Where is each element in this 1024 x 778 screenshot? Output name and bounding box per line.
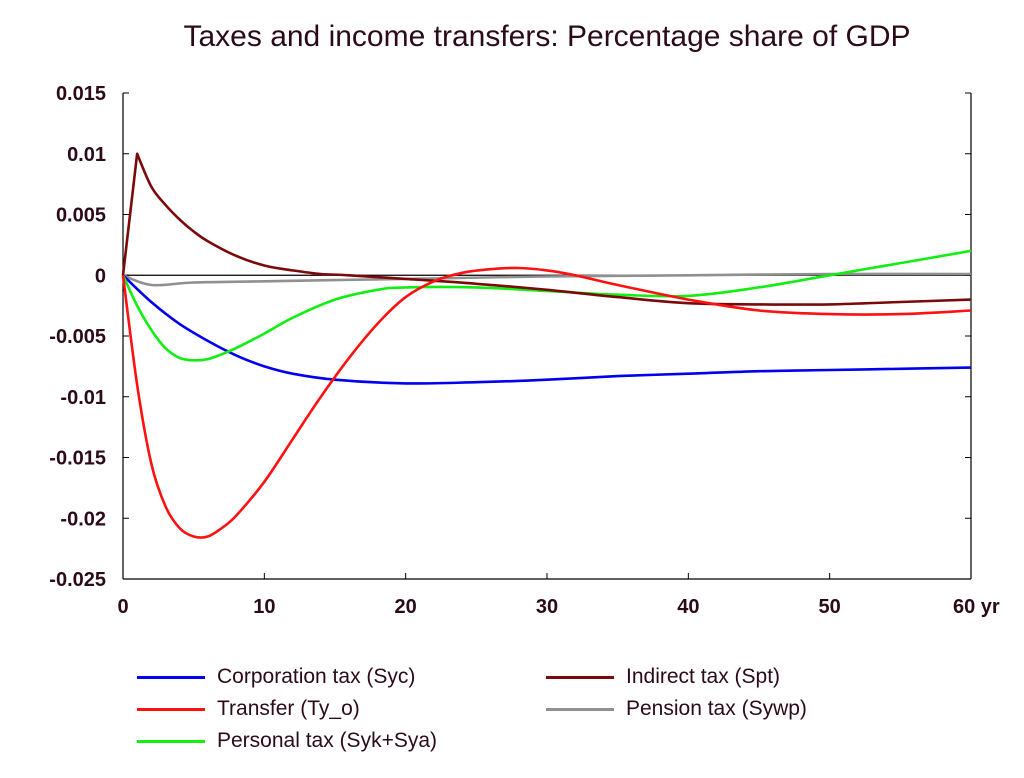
x-tick-labels: 0 10 20 30 40 50 60 yr [117, 596, 999, 618]
y-tick-label: 0.01 [67, 144, 106, 166]
x-tick-label: 40 [677, 596, 699, 618]
series-line-personal-tax [121, 249, 972, 362]
y-tick-label: 0.015 [56, 83, 106, 105]
y-tick-label: -0.025 [49, 569, 106, 591]
y-tick-label: 0 [95, 265, 106, 287]
x-tick-label: 30 [536, 596, 558, 618]
y-tick-label: -0.01 [60, 387, 106, 409]
y-tick-labels: 0.015 0.01 0.005 0 -0.005 -0.01 -0.015 -0.02 -0.… [49, 83, 106, 591]
chart-title: Taxes and income transfers: Percentage s… [183, 20, 911, 53]
y-tick-label: -0.02 [60, 508, 106, 530]
x-tick-label: 0 [117, 596, 128, 618]
axes-frame [122, 92, 972, 580]
x-tick-label: 50 [819, 596, 841, 618]
x-tick-label: 20 [395, 596, 417, 618]
x-tick-label: 10 [253, 596, 275, 618]
series-line-transfer [121, 266, 972, 539]
y-tick-label: -0.005 [49, 326, 106, 348]
series-line-corporation-tax [122, 274, 972, 385]
y-tick-label: -0.015 [49, 448, 106, 470]
x-tick-label: 60 yr [953, 596, 1000, 618]
y-tick-label: 0.005 [56, 205, 106, 227]
series-lines [121, 152, 972, 539]
series-line-indirect-tax [121, 152, 972, 306]
